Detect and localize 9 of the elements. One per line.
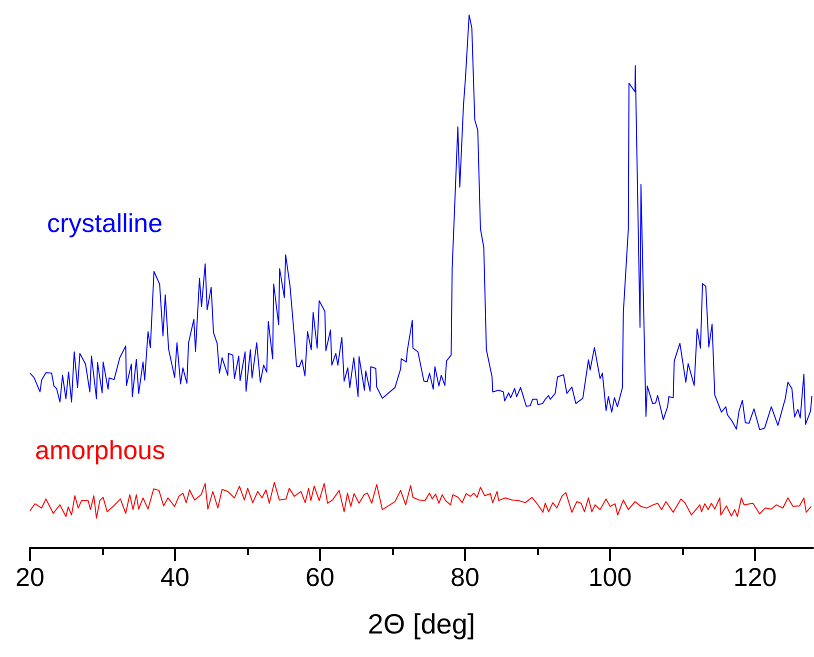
x-tick-label: 100 xyxy=(588,562,632,592)
x-tick-label: 120 xyxy=(733,562,777,592)
x-tick-label: 60 xyxy=(306,562,334,592)
x-axis-title: 2Θ [deg] xyxy=(368,608,476,640)
x-tick-label: 80 xyxy=(450,562,480,592)
series-label: crystalline xyxy=(47,208,163,238)
x-tick-label: 20 xyxy=(16,562,44,592)
series-label: amorphous xyxy=(35,435,166,465)
x-tick-label: 40 xyxy=(160,562,190,592)
